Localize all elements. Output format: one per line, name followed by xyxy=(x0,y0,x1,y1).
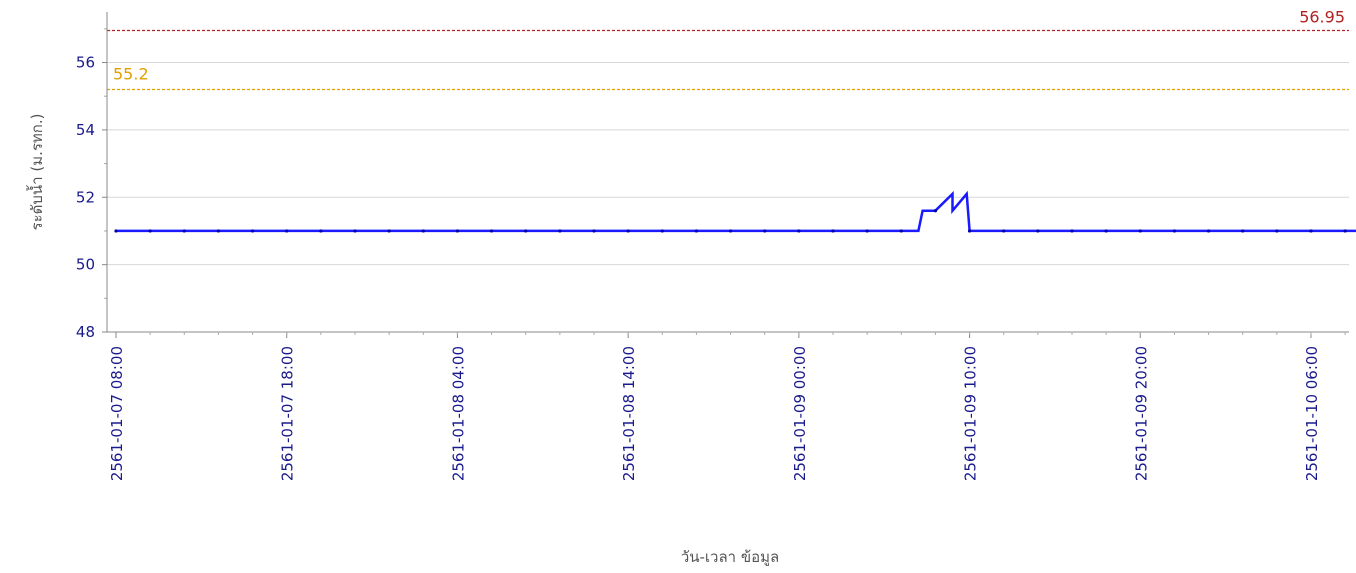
series-point xyxy=(728,229,733,233)
series-point xyxy=(148,229,152,233)
x-tick-label: 2561-01-09 00:00 xyxy=(791,346,809,481)
x-tick-label: 2561-01-08 04:00 xyxy=(449,346,467,481)
x-axis-title: วัน-เวลา ข้อมูล xyxy=(681,548,779,566)
series-point xyxy=(387,229,391,233)
series-point xyxy=(353,229,357,233)
x-tick-label: 2561-01-07 18:00 xyxy=(279,346,297,481)
series-point xyxy=(865,229,869,233)
marker-label: CF=2018-01-10 08:00:00 xyxy=(1353,24,1356,228)
series-point xyxy=(1241,229,1245,233)
series-point xyxy=(626,229,630,233)
series-point xyxy=(660,229,664,233)
series-point xyxy=(558,229,562,233)
series-point xyxy=(250,229,255,233)
series-point xyxy=(1002,229,1006,233)
series-point xyxy=(421,229,425,233)
series-point xyxy=(455,229,460,233)
y-tick-label: 48 xyxy=(76,323,95,341)
series-point xyxy=(1309,229,1313,233)
series-layer xyxy=(114,190,1356,233)
y-axis-title: ระดับน้ำ (ม.รทก.) xyxy=(26,114,46,231)
series-point xyxy=(1036,229,1040,233)
x-tick-label: 2561-01-07 08:00 xyxy=(108,346,126,481)
series-point xyxy=(114,229,118,233)
x-tick-label: 2561-01-10 06:00 xyxy=(1303,346,1321,481)
x-tick-label: 2561-01-09 20:00 xyxy=(1132,346,1150,481)
series-point xyxy=(1070,229,1074,233)
series-point xyxy=(1206,229,1211,233)
x-tick-labels: 2561-01-07 08:00 2561-01-07 18:00 2561-01-… xyxy=(108,346,1321,481)
x-tick-label: 2561-01-09 10:00 xyxy=(962,346,980,481)
reference-label: 56.95 xyxy=(1299,8,1345,27)
series-point xyxy=(285,229,289,233)
y-tick-label: 56 xyxy=(76,54,95,72)
y-tick-label: 52 xyxy=(76,188,95,206)
series-point xyxy=(182,229,186,233)
series-point xyxy=(763,229,767,233)
series-point xyxy=(1343,229,1347,233)
vertical-marker: CF=2018-01-10 08:00:00 xyxy=(1353,24,1356,228)
series-point xyxy=(1138,229,1142,233)
series-point xyxy=(967,229,972,233)
series-point xyxy=(524,229,528,233)
series-point xyxy=(489,229,494,233)
axes xyxy=(102,12,1349,338)
y-tick-labels: 48 50 52 54 56 xyxy=(76,54,95,341)
y-tick-label: 50 xyxy=(76,256,95,274)
series-point xyxy=(1172,229,1177,233)
series-point xyxy=(694,229,699,233)
series-line xyxy=(116,190,1356,233)
series-point xyxy=(1104,229,1108,233)
series-point xyxy=(319,229,323,233)
reference-label: 55.2 xyxy=(113,64,149,83)
series-point xyxy=(831,229,835,233)
x-tick-label: 2561-01-08 14:00 xyxy=(620,346,638,481)
series-point xyxy=(592,229,596,233)
series-point xyxy=(797,229,801,233)
series-point xyxy=(1275,229,1279,233)
series-point xyxy=(899,229,903,233)
grid-lines xyxy=(107,62,1349,266)
reference-lines: 56.95 55.2 xyxy=(107,8,1349,91)
y-tick-label: 54 xyxy=(76,121,95,139)
series-point xyxy=(933,209,938,213)
series-point xyxy=(216,229,221,233)
